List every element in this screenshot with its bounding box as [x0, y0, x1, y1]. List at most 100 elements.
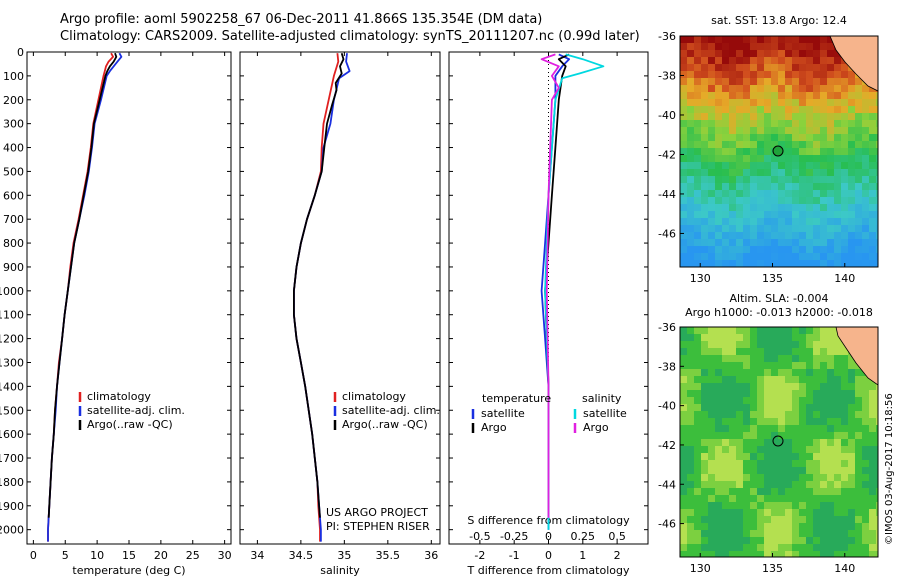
legend-label: satellite [481, 407, 525, 420]
x-tick-label: 34 [250, 549, 264, 562]
sla-cell [757, 411, 765, 419]
sst-cell [764, 71, 772, 79]
sst-cell [750, 71, 758, 79]
sla-cell [750, 495, 758, 503]
sst-cell [862, 190, 870, 198]
sla-cell [813, 467, 821, 475]
sla-cell [862, 502, 870, 510]
sst-cell [834, 183, 842, 191]
x-tick-label: 36 [424, 549, 438, 562]
sla-cell [785, 488, 793, 496]
sla-cell [701, 348, 709, 356]
sst-cell [701, 239, 709, 247]
sst-cell [687, 43, 695, 51]
sla-cell [687, 334, 695, 342]
sla-cell [876, 481, 878, 489]
x-tick-label: 35 [337, 549, 351, 562]
sla-cell [701, 460, 709, 468]
sla-cell [701, 502, 709, 510]
sla-cell [841, 404, 849, 412]
sla-cell [750, 334, 758, 342]
sla-cell [687, 537, 695, 545]
sla-cell [750, 411, 758, 419]
sla-cell [820, 425, 828, 433]
sst-cell [729, 183, 737, 191]
sla-cell [764, 502, 772, 510]
sst-cell [848, 169, 856, 177]
sla-cell [827, 439, 835, 447]
sla-cell [715, 544, 723, 552]
sla-cell [694, 334, 702, 342]
sla-cell [694, 495, 702, 503]
sst-cell [841, 148, 849, 156]
sla-cell [848, 488, 856, 496]
sst-cell [792, 85, 800, 93]
sla-cell [785, 334, 793, 342]
sst-cell [806, 197, 814, 205]
sla-cell [729, 446, 737, 454]
sst-cell [771, 120, 779, 128]
sla-cell [806, 439, 814, 447]
sst-cell [757, 246, 765, 254]
sst-cell [834, 218, 842, 226]
sst-cell [806, 64, 814, 72]
sla-cell [680, 390, 688, 398]
sst-cell [680, 71, 688, 79]
y-tick-label: 500 [3, 165, 24, 178]
sla-cell [694, 502, 702, 510]
sst-cell [834, 204, 842, 212]
sst-cell [834, 50, 842, 58]
sla-cell [764, 397, 772, 405]
sla-cell [701, 509, 709, 517]
sst-cell [799, 211, 807, 219]
sla-cell [680, 369, 688, 377]
map-y-tick-label: -40 [658, 109, 676, 122]
sst-cell [827, 134, 835, 142]
sst-cell [862, 218, 870, 226]
sst-cell [785, 43, 793, 51]
australia-coast-land-sla [835, 327, 878, 386]
sst-cell [834, 120, 842, 128]
sla-cell [757, 334, 765, 342]
sst-cell [680, 232, 688, 240]
map-y-tick-label: -40 [658, 400, 676, 413]
sst-cell [743, 50, 751, 58]
sla-cell [715, 530, 723, 538]
sla-heatmap [680, 327, 878, 557]
sst-cell [701, 225, 709, 233]
sst-cell [687, 92, 695, 100]
series-line [293, 52, 345, 518]
sst-cell [834, 127, 842, 135]
sst-cell [764, 99, 772, 107]
sla-cell [792, 439, 800, 447]
sst-cell [729, 260, 737, 267]
sla-cell [771, 418, 779, 426]
sla-cell [806, 418, 814, 426]
sla-cell [750, 551, 758, 557]
sla-cell [715, 551, 723, 557]
sst-cell [687, 71, 695, 79]
map-x-tick-label: 140 [834, 272, 855, 285]
sla-cell [869, 418, 877, 426]
sla-cell [792, 523, 800, 531]
series-line [47, 52, 118, 518]
sla-cell [869, 516, 877, 524]
sla-cell [750, 404, 758, 412]
sst-cell [701, 169, 709, 177]
sla-cell [771, 453, 779, 461]
sla-cell [855, 404, 863, 412]
sla-cell [708, 327, 716, 335]
sla-cell [743, 551, 751, 557]
sst-cell [827, 253, 835, 261]
sst-cell [862, 155, 870, 163]
sla-cell [848, 523, 856, 531]
sla-cell [827, 474, 835, 482]
sst-cell [799, 176, 807, 184]
sla-cell [820, 474, 828, 482]
sla-cell [757, 425, 765, 433]
sst-cell [736, 176, 744, 184]
sst-cell [694, 120, 702, 128]
sla-cell [792, 502, 800, 510]
sst-cell [834, 232, 842, 240]
sst-cell [701, 190, 709, 198]
